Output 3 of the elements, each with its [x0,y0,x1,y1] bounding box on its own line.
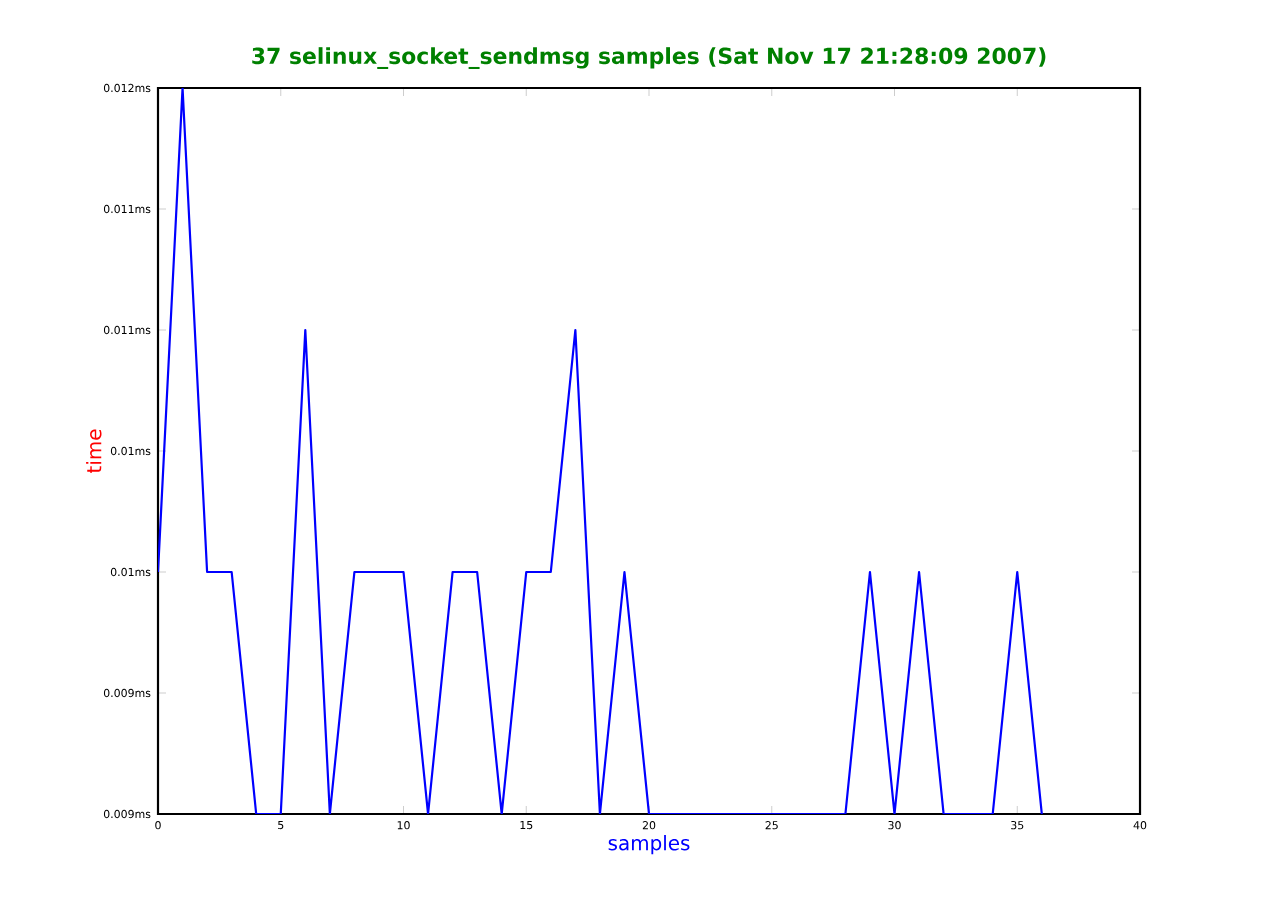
x-axis-title: samples [608,834,690,855]
y-axis-title: time [86,429,102,473]
chart-title: 37 selinux_socket_sendmsg samples (Sat Nov 17 21:28:09 2007) [252,47,1046,69]
